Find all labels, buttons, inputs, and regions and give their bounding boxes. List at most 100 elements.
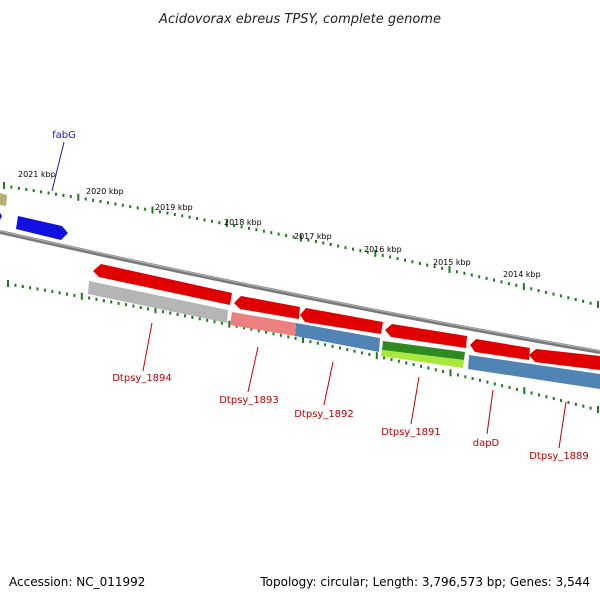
inner-minor-tick xyxy=(287,335,290,339)
outer-minor-tick xyxy=(188,215,191,219)
inner-minor-tick xyxy=(368,353,371,356)
gene-grey-1894[interactable] xyxy=(88,281,228,323)
inner-minor-tick xyxy=(324,343,327,347)
kbp-label-2018: 2018 kbp xyxy=(224,218,262,227)
inner-minor-tick xyxy=(191,315,194,319)
outer-minor-tick xyxy=(84,197,87,201)
outer-minor-tick xyxy=(158,210,161,214)
inner-minor-tick xyxy=(434,368,437,372)
gene-steel-1892[interactable] xyxy=(295,323,380,352)
inner-minor-tick xyxy=(552,397,555,401)
outer-minor-tick xyxy=(17,186,20,190)
gene-red-1889[interactable] xyxy=(529,349,600,370)
gene-red-1894[interactable] xyxy=(93,264,232,305)
outer-minor-tick xyxy=(262,229,265,233)
inner-minor-tick xyxy=(530,391,533,395)
outer-minor-tick xyxy=(173,213,176,216)
gene-blue-edge[interactable] xyxy=(0,213,2,220)
kbp-label-2016: 2016 kbp xyxy=(364,245,402,254)
inner-minor-tick xyxy=(58,291,61,295)
outer-minor-tick xyxy=(530,287,533,291)
gene-pink-1893[interactable] xyxy=(230,312,296,336)
inner-minor-tick xyxy=(464,375,467,379)
kbp-label-2020: 2020 kbp xyxy=(86,187,124,196)
outer-minor-tick xyxy=(277,232,280,236)
outer-minor-tick xyxy=(25,188,28,191)
inner-minor-tick xyxy=(582,404,585,408)
outer-major-tick xyxy=(374,249,377,257)
inner-minor-tick xyxy=(147,307,150,311)
inner-minor-tick xyxy=(125,303,127,307)
inner-minor-tick xyxy=(294,336,297,340)
outer-minor-tick xyxy=(10,185,13,189)
leader-1893 xyxy=(247,346,259,393)
inner-minor-tick xyxy=(198,317,201,321)
outer-tick-ruler xyxy=(3,182,599,308)
leader-1889 xyxy=(558,401,567,449)
outer-minor-tick xyxy=(233,224,236,227)
kbp-label-2017: 2017 kbp xyxy=(294,232,332,241)
gene-red-dapD[interactable] xyxy=(470,339,530,360)
outer-minor-tick xyxy=(69,195,72,199)
map-title: Acidovorax ebreus TPSY, complete genome xyxy=(158,12,441,27)
outer-major-tick xyxy=(448,266,451,273)
inner-minor-tick xyxy=(442,370,445,373)
inner-minor-tick xyxy=(117,301,120,305)
outer-minor-tick xyxy=(500,280,503,284)
outer-minor-tick xyxy=(559,294,562,298)
outer-minor-tick xyxy=(144,207,147,211)
gene-red-1892[interactable] xyxy=(300,308,383,334)
outer-minor-tick xyxy=(292,235,295,239)
outer-major-tick xyxy=(225,220,228,228)
inner-minor-tick xyxy=(176,313,179,316)
outer-minor-tick xyxy=(255,228,258,232)
inner-minor-tick xyxy=(309,340,312,344)
outer-minor-tick xyxy=(507,282,510,286)
inner-major-tick xyxy=(449,369,452,377)
gene-khaki[interactable] xyxy=(0,193,7,206)
gene-fabG[interactable] xyxy=(16,216,68,240)
gene-label-Dtpsy_1889: Dtpsy_1889 xyxy=(529,451,589,462)
outer-minor-tick xyxy=(426,263,429,267)
outer-minor-tick xyxy=(396,257,399,261)
outer-minor-tick xyxy=(463,271,466,275)
outer-minor-tick xyxy=(470,273,473,277)
outer-minor-tick xyxy=(92,198,95,202)
outer-minor-tick xyxy=(359,249,362,253)
inner-minor-tick xyxy=(243,326,245,330)
outer-minor-tick xyxy=(32,189,35,193)
inner-minor-tick xyxy=(250,327,253,331)
gene-steel-dapD[interactable] xyxy=(468,355,600,389)
inner-minor-tick xyxy=(471,377,474,380)
inner-major-tick xyxy=(7,280,9,287)
inner-major-tick xyxy=(154,306,157,314)
inner-minor-tick xyxy=(538,393,540,397)
outer-major-tick xyxy=(522,283,525,291)
inner-minor-tick xyxy=(361,351,363,355)
outer-minor-tick xyxy=(99,200,102,203)
outer-minor-tick xyxy=(537,289,540,293)
inner-minor-tick xyxy=(479,378,481,382)
inner-minor-tick xyxy=(346,348,349,352)
accession-text: Accession: NC_011992 xyxy=(9,575,145,589)
outer-minor-tick xyxy=(574,298,577,301)
outer-minor-tick xyxy=(411,260,414,264)
outer-minor-tick xyxy=(121,203,124,207)
inner-minor-tick xyxy=(265,330,268,334)
inner-minor-tick xyxy=(51,290,54,293)
gene-label-Dtpsy_1893: Dtpsy_1893 xyxy=(219,395,279,406)
inner-minor-tick xyxy=(589,406,592,410)
inner-minor-tick xyxy=(486,380,489,384)
gene-red-1891[interactable] xyxy=(385,324,467,348)
outer-minor-tick xyxy=(114,202,117,206)
outer-minor-tick xyxy=(389,255,392,259)
outer-minor-tick xyxy=(62,193,65,197)
gene-green-1891[interactable] xyxy=(382,341,465,360)
gene-red-1893[interactable] xyxy=(234,296,300,319)
outer-minor-tick xyxy=(381,253,384,257)
inner-minor-tick xyxy=(456,373,459,377)
outer-minor-tick xyxy=(552,292,555,296)
gene-lime-1891[interactable] xyxy=(381,350,464,368)
outer-minor-tick xyxy=(404,258,406,262)
inner-minor-tick xyxy=(161,310,164,314)
